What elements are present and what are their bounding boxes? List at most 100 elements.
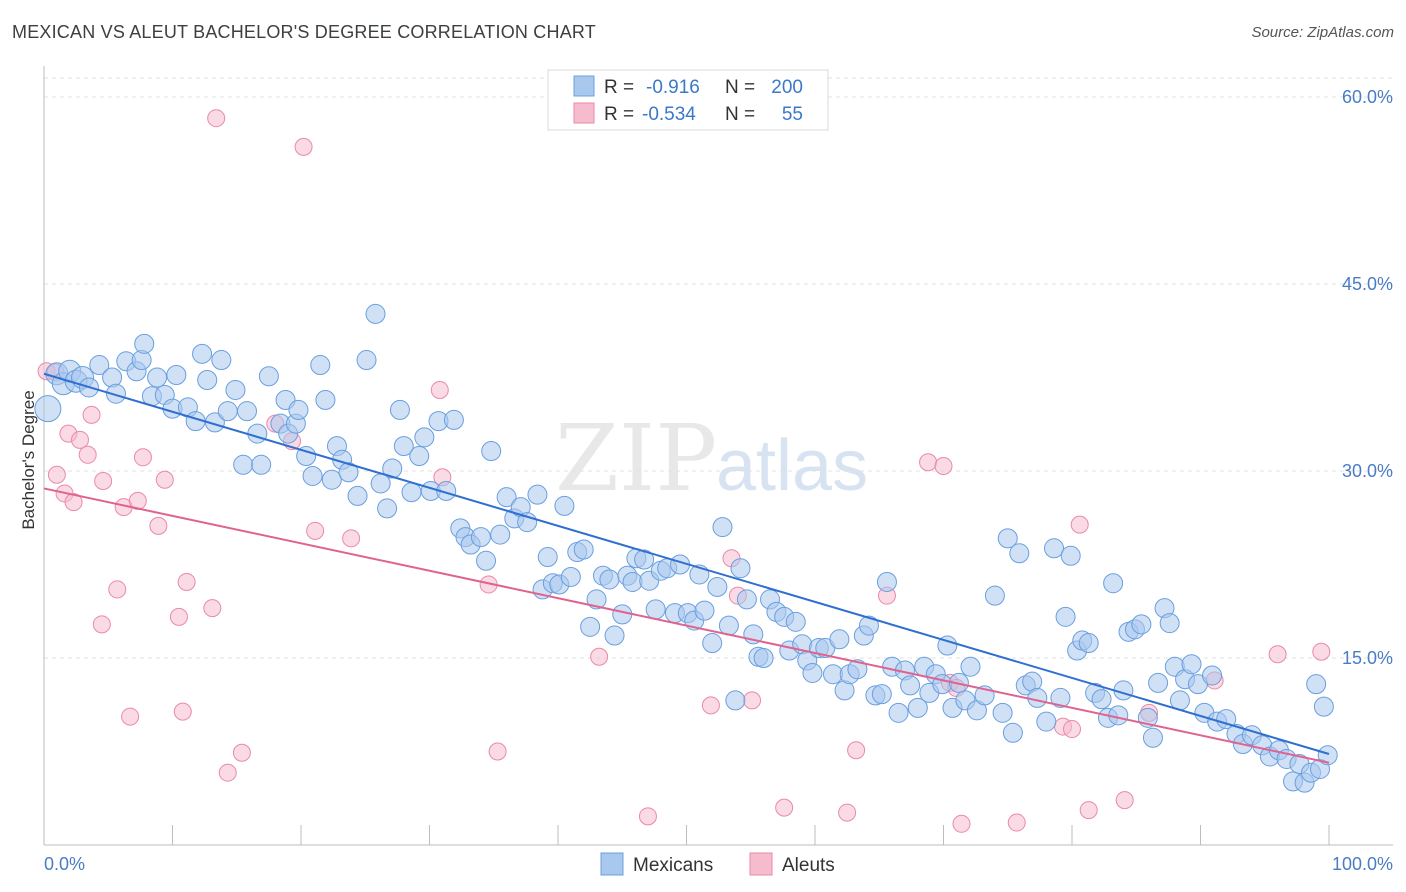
mexicans-point bbox=[34, 395, 62, 423]
mexicans-point bbox=[937, 635, 958, 656]
mexicans-point bbox=[527, 484, 548, 505]
mexicans-point bbox=[537, 547, 558, 568]
aleuts-point bbox=[108, 580, 127, 599]
mexicans-point bbox=[829, 629, 850, 650]
mexicans-point bbox=[622, 571, 643, 592]
mexicans-point bbox=[217, 401, 238, 422]
mexicans-point bbox=[1091, 689, 1112, 710]
mexicans-point bbox=[1055, 606, 1076, 627]
mexicans-point bbox=[1181, 654, 1202, 675]
watermark-zip: ZIP bbox=[555, 405, 717, 512]
mexicans-point bbox=[694, 600, 715, 621]
mexicans-point bbox=[992, 702, 1013, 723]
mexicans-point bbox=[296, 446, 317, 467]
aleuts-point bbox=[342, 529, 361, 548]
mexicans-point bbox=[1009, 543, 1030, 564]
mexicans-point bbox=[645, 599, 666, 620]
mexicans-point bbox=[822, 664, 843, 685]
aleuts-point bbox=[306, 521, 325, 540]
mexicans-point bbox=[105, 383, 126, 404]
y-tick-label: 30.0% bbox=[1342, 461, 1393, 481]
mexicans-point bbox=[586, 589, 607, 610]
mexicans-point bbox=[481, 441, 502, 462]
mexicans-point bbox=[288, 399, 309, 420]
mexicans-point bbox=[725, 690, 746, 711]
aleuts-point bbox=[701, 696, 720, 715]
aleuts-point bbox=[952, 814, 971, 833]
mexicans-point bbox=[707, 576, 728, 597]
bottom-legend-aleuts-label: Aleuts bbox=[782, 855, 835, 876]
mexicans-point bbox=[1148, 672, 1169, 693]
mexicans-point bbox=[393, 436, 414, 457]
mexicans-point bbox=[554, 495, 575, 516]
aleuts-point bbox=[294, 137, 313, 156]
mexicans-point bbox=[197, 369, 218, 390]
mexicans-point bbox=[712, 517, 733, 538]
mexicans-point bbox=[604, 625, 625, 646]
aleuts-point bbox=[1312, 642, 1331, 661]
bottom-legend-mexicans-swatch bbox=[600, 852, 624, 876]
aleuts-point bbox=[94, 471, 113, 490]
mexicans-point bbox=[1202, 665, 1223, 686]
mexicans-point bbox=[785, 611, 806, 632]
mexicans-point bbox=[871, 684, 892, 705]
mexicans-point bbox=[1216, 709, 1237, 730]
mexicans-point bbox=[315, 389, 336, 410]
mexicans-point bbox=[134, 333, 155, 354]
legend-aleuts-n-label: N = bbox=[725, 104, 755, 125]
aleuts-point bbox=[232, 743, 251, 762]
mexicans-point bbox=[147, 367, 168, 388]
mexicans-point bbox=[1159, 613, 1180, 634]
aleuts-point bbox=[847, 741, 866, 760]
source-label: Source: ZipAtlas.com bbox=[1251, 24, 1394, 41]
mexicans-point bbox=[382, 458, 403, 479]
aleuts-point bbox=[1063, 720, 1081, 739]
mexicans-point bbox=[409, 446, 430, 467]
gridlines bbox=[44, 77, 1393, 659]
aleuts-point bbox=[775, 798, 794, 817]
mexicans-point bbox=[599, 569, 620, 590]
mexicans-point bbox=[310, 355, 331, 376]
aleuts-point bbox=[207, 109, 226, 128]
mexicans-point bbox=[490, 524, 511, 545]
mexicans-point bbox=[634, 549, 655, 570]
aleuts-point bbox=[838, 803, 857, 822]
mexicans-point bbox=[984, 585, 1005, 606]
axes bbox=[43, 66, 1393, 846]
aleuts-point bbox=[590, 647, 609, 666]
mexicans-point bbox=[1317, 745, 1338, 766]
aleuts-point bbox=[1115, 791, 1134, 810]
legend-aleuts-r-label: R = bbox=[604, 104, 634, 125]
mexicans-point bbox=[1036, 711, 1057, 732]
aleuts-point bbox=[92, 615, 111, 634]
mexicans-point bbox=[211, 350, 232, 371]
aleuts-point bbox=[47, 465, 66, 484]
mexicans-point bbox=[247, 423, 268, 444]
bottom-legend-mexicans-label: Mexicans bbox=[633, 855, 713, 876]
bottom-legend-aleuts-swatch bbox=[749, 852, 773, 876]
mexicans-point bbox=[365, 303, 386, 324]
y-axis-label: Bachelor's Degree bbox=[19, 390, 38, 529]
aleuts-point bbox=[155, 470, 174, 489]
legend-mexicans-r-value: -0.916 bbox=[646, 77, 700, 98]
legend-mexicans-n-label: N = bbox=[725, 77, 755, 98]
aleuts-point bbox=[1007, 813, 1026, 832]
mexicans-point bbox=[389, 399, 410, 420]
stats-legend-box bbox=[547, 69, 829, 131]
mexicans-point bbox=[560, 566, 581, 587]
mexicans-point bbox=[1044, 538, 1065, 559]
mexicans-point bbox=[1027, 687, 1048, 708]
mexicans-point bbox=[443, 409, 464, 430]
legend-mexicans-swatch bbox=[573, 75, 595, 97]
trend-lines bbox=[43, 372, 1330, 764]
mexicans-point bbox=[321, 469, 342, 490]
aleuts-point bbox=[133, 448, 152, 467]
mexicans-point bbox=[192, 343, 213, 364]
stats-legend: R = -0.916 N = 200 R = -0.534 N = 55 bbox=[547, 69, 829, 131]
mexicans-point bbox=[612, 604, 633, 625]
aleuts-point bbox=[934, 457, 953, 476]
mexicans-point bbox=[89, 355, 110, 376]
aleuts-point bbox=[70, 430, 89, 449]
aleuts-point bbox=[430, 380, 449, 399]
